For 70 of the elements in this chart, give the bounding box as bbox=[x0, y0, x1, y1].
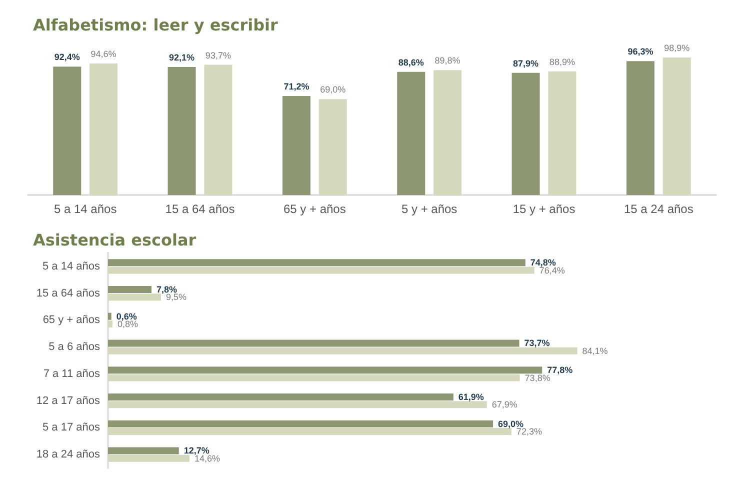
data-label: 98,9% bbox=[664, 43, 690, 54]
bar bbox=[397, 72, 426, 195]
bar bbox=[108, 259, 526, 266]
bar bbox=[108, 266, 534, 274]
data-label: 92,4% bbox=[54, 52, 80, 62]
bar bbox=[108, 420, 494, 428]
data-label: 67,9% bbox=[492, 400, 518, 410]
data-label: 92,1% bbox=[169, 52, 195, 62]
chart-title: Alfabetismo: leer y escribir bbox=[33, 16, 278, 34]
data-label: 12,7% bbox=[184, 446, 210, 456]
x-tick-label: 5 y + años bbox=[401, 202, 458, 216]
data-label: 89,8% bbox=[434, 56, 460, 66]
x-tick-label: 15 y + años bbox=[512, 202, 576, 216]
bar bbox=[108, 340, 520, 347]
y-tick-label: 5 a 17 años bbox=[42, 422, 100, 434]
bar bbox=[90, 64, 118, 195]
data-label: 87,9% bbox=[513, 58, 539, 68]
bar bbox=[204, 64, 232, 195]
bar bbox=[108, 393, 454, 400]
data-label: 88,9% bbox=[549, 56, 575, 67]
x-tick-label: 15 a 64 años bbox=[165, 202, 235, 216]
y-tick-label: 15 a 64 años bbox=[36, 287, 100, 300]
bar bbox=[626, 61, 654, 195]
bar bbox=[53, 66, 82, 195]
x-tick-label: 65 y + años bbox=[283, 202, 346, 216]
data-label: 77,8% bbox=[547, 365, 573, 376]
bar bbox=[318, 99, 347, 195]
bar bbox=[108, 347, 578, 354]
bar bbox=[108, 286, 152, 293]
data-label: 74,8% bbox=[530, 258, 556, 268]
data-label: 61,9% bbox=[458, 392, 484, 402]
data-label: 7,8% bbox=[156, 284, 178, 294]
bar bbox=[108, 312, 112, 320]
bar bbox=[108, 401, 487, 408]
bar bbox=[108, 454, 190, 462]
y-tick-label: 12 a 17 años bbox=[36, 394, 100, 407]
x-tick-label: 5 a 14 años bbox=[54, 202, 117, 216]
y-tick-label: 5 a 14 años bbox=[42, 260, 100, 272]
data-label: 71,2% bbox=[284, 82, 310, 92]
bar bbox=[108, 294, 162, 301]
data-label: 94,6% bbox=[90, 49, 116, 60]
y-tick-label: 65 y + años bbox=[42, 314, 100, 326]
data-label: 0,6% bbox=[116, 311, 137, 322]
data-label: 69,0% bbox=[498, 418, 524, 429]
data-label: 69,0% bbox=[320, 84, 346, 95]
data-label: 73,7% bbox=[524, 338, 550, 348]
bar bbox=[108, 447, 179, 454]
x-tick-label: 15 a 24 años bbox=[624, 202, 694, 216]
data-label: 88,6% bbox=[398, 57, 424, 68]
y-tick-label: 18 a 24 años bbox=[36, 448, 100, 461]
bar bbox=[108, 428, 512, 436]
data-label: 9,5% bbox=[166, 292, 187, 302]
data-label: 93,7% bbox=[205, 50, 231, 60]
data-label: 72,3% bbox=[516, 426, 542, 437]
y-tick-label: 7 a 11 años bbox=[43, 368, 100, 380]
bar bbox=[108, 374, 520, 382]
y-tick-label: 5 a 6 años bbox=[48, 341, 100, 354]
data-label: 0,8% bbox=[117, 319, 138, 330]
bar bbox=[662, 58, 691, 195]
bar bbox=[168, 66, 196, 195]
bar bbox=[108, 366, 542, 374]
data-label: 96,3% bbox=[628, 46, 654, 57]
bar bbox=[548, 71, 576, 195]
data-label: 84,1% bbox=[582, 346, 608, 356]
bar bbox=[282, 96, 310, 195]
bar bbox=[512, 72, 540, 195]
bar bbox=[108, 320, 112, 328]
chart-title: Asistencia escolar bbox=[33, 230, 196, 250]
bar bbox=[434, 70, 462, 195]
data-label: 73,8% bbox=[524, 372, 550, 383]
